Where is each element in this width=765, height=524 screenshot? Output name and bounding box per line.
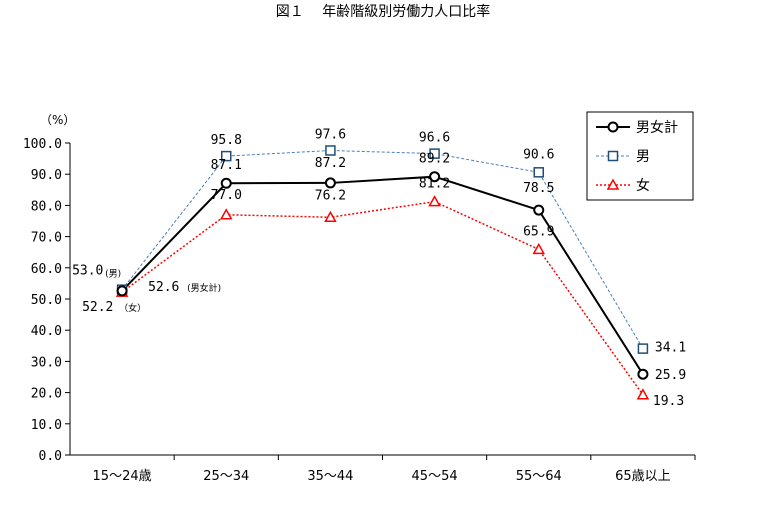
- series-markers: [115, 145, 650, 400]
- marker-s2-p1: [219, 208, 233, 220]
- marker-s1-p2: [325, 145, 336, 156]
- y-tick-label: 60.0: [31, 262, 62, 277]
- marker-s1-p3: [429, 148, 440, 159]
- x-tick-label: 45～54: [412, 469, 458, 484]
- y-tick-label: 10.0: [31, 418, 62, 433]
- y-tick-label: 80.0: [31, 199, 62, 214]
- data-label-s0-p5: 25.9: [655, 368, 686, 383]
- data-label-s2-p2: 76.2: [315, 188, 346, 203]
- marker-legend-0: [607, 121, 619, 133]
- y-tick-label: 100.0: [23, 137, 62, 152]
- legend-label-2: 女: [636, 177, 650, 194]
- x-tick-label: 55～64: [516, 469, 562, 484]
- y-tick-label: 70.0: [31, 231, 62, 246]
- first-point-note-2: （女）: [119, 302, 146, 314]
- x-tick-label: 35～44: [307, 469, 353, 484]
- y-axis-unit: （%）: [40, 113, 75, 127]
- marker-legend-1: [607, 150, 619, 162]
- data-label-s0-p4: 78.5: [523, 181, 554, 196]
- series-line-1: [121, 149, 644, 349]
- x-tick-label: 15～24歳: [93, 469, 152, 484]
- data-label-s1-p0: 53.0: [72, 264, 103, 279]
- data-label-s2-p3: 81.2: [419, 177, 450, 192]
- series-line-2: [121, 200, 644, 396]
- marker-s2-p4: [532, 242, 546, 255]
- data-label-s2-p1: 77.0: [211, 188, 242, 203]
- first-point-notes: (男) (男女計) （女）: [105, 269, 221, 314]
- marker-s1-p4: [533, 167, 544, 178]
- y-tick-label: 0.0: [39, 449, 62, 464]
- data-label-s1-p5: 34.1: [655, 341, 686, 356]
- marker-s0-p3: [429, 171, 441, 183]
- first-point-note-1: (男女計): [187, 282, 221, 294]
- y-tick-label: 20.0: [31, 387, 62, 402]
- data-label-s1-p1: 95.8: [211, 133, 242, 148]
- data-label-s2-p0: 52.2: [82, 300, 113, 315]
- y-tick-label: 50.0: [31, 293, 62, 308]
- legend-label-1: 男: [636, 149, 650, 165]
- marker-s1-p1: [221, 150, 232, 162]
- data-label-s0-p1: 87.1: [211, 158, 242, 173]
- y-tick-labels: 0.0 10.0 20.0 30.0 40.0 50.0 60.0 70.0 80.0 90.0 1…: [23, 137, 62, 464]
- chart-title: 図１ 年齢階級別労働力人口比率: [276, 3, 490, 20]
- series-lines: [121, 149, 644, 396]
- data-label-s2-p4: 65.9: [523, 224, 554, 239]
- data-label-s0-p2: 87.2: [315, 156, 346, 171]
- data-label-s1-p3: 96.6: [419, 131, 450, 146]
- data-label-s0-p3: 89.2: [419, 152, 450, 167]
- x-tick-label: 25～34: [203, 469, 249, 484]
- y-tick-label: 90.0: [31, 168, 62, 183]
- marker-s0-p0: [116, 285, 128, 297]
- marker-s0-p5: [637, 368, 649, 380]
- data-label-s1-p2: 97.6: [315, 127, 346, 142]
- marker-s2-p2: [324, 210, 337, 223]
- data-label-s2-p5: 19.3: [653, 394, 684, 409]
- x-tick-labels: 15～24歳 25～34 35～44 45～54 55～64 65歳以上: [93, 469, 671, 484]
- marker-s0-p2: [324, 177, 336, 189]
- y-tick-label: 30.0: [31, 355, 62, 370]
- marker-s0-p4: [533, 204, 545, 216]
- series-line-0: [121, 175, 644, 375]
- marker-legend-2: [606, 178, 620, 190]
- first-point-note-0: (男): [105, 269, 121, 280]
- data-label-s0-p0: 52.6: [148, 280, 179, 295]
- marker-s0-p1: [220, 177, 232, 189]
- data-labels: 52.6 87.1 87.2 89.2 78.5 25.9 53.0 95.8 97.6 96.6…: [72, 127, 686, 408]
- legend-label-0: 男女計: [636, 119, 678, 136]
- marker-s1-p5: [637, 343, 649, 354]
- axes: [65, 142, 696, 460]
- marker-s2-p3: [428, 195, 441, 207]
- x-tick-label: 65歳以上: [615, 469, 671, 484]
- y-tick-label: 40.0: [31, 324, 62, 339]
- data-label-s1-p4: 90.6: [523, 147, 554, 162]
- marker-s2-p5: [636, 388, 650, 400]
